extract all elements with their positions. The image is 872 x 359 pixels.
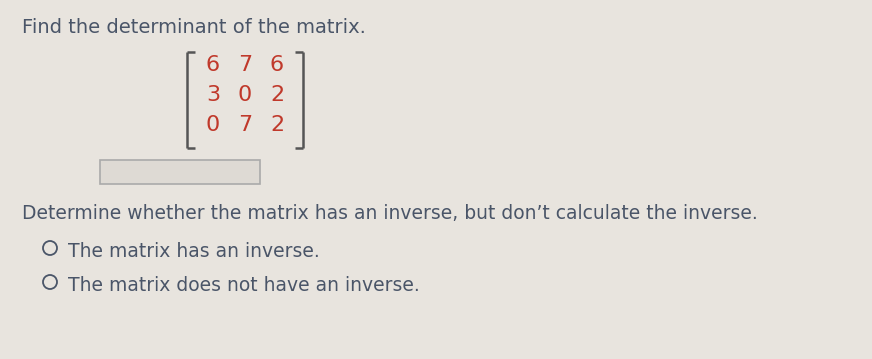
Text: 2: 2 [270,85,284,105]
Text: 3: 3 [206,85,220,105]
Text: The matrix does not have an inverse.: The matrix does not have an inverse. [68,276,419,295]
Text: 2: 2 [270,115,284,135]
Text: The matrix has an inverse.: The matrix has an inverse. [68,242,320,261]
Text: 0: 0 [238,85,252,105]
Text: 6: 6 [270,55,284,75]
Text: Determine whether the matrix has an inverse, but don’t calculate the inverse.: Determine whether the matrix has an inve… [22,204,758,223]
Text: Find the determinant of the matrix.: Find the determinant of the matrix. [22,18,366,37]
Text: 6: 6 [206,55,220,75]
Text: 0: 0 [206,115,220,135]
Text: 7: 7 [238,55,252,75]
FancyBboxPatch shape [100,160,260,184]
Text: 7: 7 [238,115,252,135]
